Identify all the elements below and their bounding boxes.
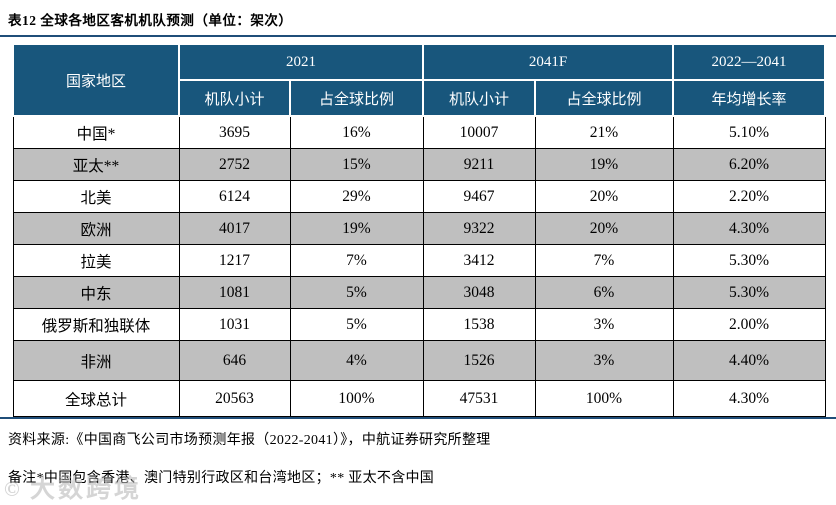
source-note: 资料来源:《中国商飞公司市场预测年报（2022-2041）》，中航证券研究所整理 xyxy=(8,433,491,448)
page-title: 表12 全球各地区客机机队预测（单位：架次） xyxy=(8,13,293,28)
table-cell: 拉美 xyxy=(12,244,180,277)
table-row: 拉美 1217 7% 3412 7% 5.30% xyxy=(12,244,826,277)
header-cell-fleet-subtotal-2021: 机队小计 xyxy=(178,79,291,117)
header-cell-global-share-2041: 占全球比例 xyxy=(534,79,674,117)
table-cell: 亚太** xyxy=(12,148,180,181)
table-cell: 19% xyxy=(534,148,674,181)
table-cell: 非洲 xyxy=(12,340,180,381)
table-row: 非洲 646 4% 1526 3% 4.40% xyxy=(12,340,826,381)
table-cell: 5.30% xyxy=(672,244,826,277)
table-row: 北美 6124 29% 9467 20% 2.20% xyxy=(12,180,826,213)
table-cell: 100% xyxy=(289,380,424,417)
header-row-subcolumns: 机队小计 占全球比例 机队小计 占全球比例 年均增长率 xyxy=(13,79,826,117)
table-row: 俄罗斯和独联体 1031 5% 1538 3% 2.00% xyxy=(12,308,826,341)
table-cell: 9322 xyxy=(422,212,536,245)
table-cell: 全球总计 xyxy=(12,380,180,417)
table-row: 欧洲 4017 19% 9322 20% 4.30% xyxy=(12,212,826,245)
table-cell: 5.30% xyxy=(672,276,826,309)
table-cell: 15% xyxy=(289,148,424,181)
table-cell: 欧洲 xyxy=(12,212,180,245)
table-cell: 3% xyxy=(534,308,674,341)
header-row-groups: 国家地区 2021 2041F 2022—2041 xyxy=(12,43,826,117)
footnote: 备注*中国包含香港、澳门特别行政区和台湾地区；** 亚太不含中国 xyxy=(8,471,435,486)
table-cell: 20% xyxy=(534,180,674,213)
table-cell: 5% xyxy=(289,276,424,309)
table-cell: 4.30% xyxy=(672,212,826,245)
table-cell: 19% xyxy=(289,212,424,245)
table-cell: 47531 xyxy=(422,380,536,417)
table-cell: 2.00% xyxy=(672,308,826,341)
table-cell: 29% xyxy=(289,180,424,213)
table-cell: 6124 xyxy=(178,180,291,213)
table-row: 亚太** 2752 15% 9211 19% 6.20% xyxy=(12,148,826,181)
table-cell: 1526 xyxy=(422,340,536,381)
table-cell: 100% xyxy=(534,380,674,417)
table-cell: 9211 xyxy=(422,148,536,181)
table-cell: 20563 xyxy=(178,380,291,417)
bottom-rule-divider xyxy=(0,417,836,419)
table-cell: 2752 xyxy=(178,148,291,181)
table-cell: 4.30% xyxy=(672,380,826,417)
header-cell-2021-group: 2021 xyxy=(178,43,424,81)
table-cell: 646 xyxy=(178,340,291,381)
table-cell: 10007 xyxy=(422,115,536,149)
top-rule-divider xyxy=(0,35,836,37)
table-row: 中国* 3695 16% 10007 21% 5.10% xyxy=(12,115,826,149)
table-row: 全球总计 20563 100% 47531 100% 4.30% xyxy=(12,380,826,417)
table-cell: 9467 xyxy=(422,180,536,213)
table-cell: 北美 xyxy=(12,180,180,213)
fleet-forecast-table: 国家地区 2021 2041F 2022—2041 机队小计 占全球比例 机队小… xyxy=(12,43,826,417)
table-cell: 6% xyxy=(534,276,674,309)
table-cell: 1538 xyxy=(422,308,536,341)
table-cell: 4% xyxy=(289,340,424,381)
table-cell: 20% xyxy=(534,212,674,245)
table-cell: 3048 xyxy=(422,276,536,309)
table-row: 中东 1081 5% 3048 6% 5.30% xyxy=(12,276,826,309)
table-cell: 3412 xyxy=(422,244,536,277)
header-cell-cagr-period: 2022—2041 xyxy=(672,43,826,81)
table-cell: 16% xyxy=(289,115,424,149)
table-cell: 4017 xyxy=(178,212,291,245)
table-cell: 中国* xyxy=(12,115,180,149)
table-cell: 1081 xyxy=(178,276,291,309)
table-body: 中国* 3695 16% 10007 21% 5.10% 亚太** 2752 15% 9211 19… xyxy=(12,115,826,417)
header-cell-region: 国家地区 xyxy=(12,43,180,117)
table-cell: 7% xyxy=(289,244,424,277)
table-cell: 1217 xyxy=(178,244,291,277)
table-cell: 3% xyxy=(534,340,674,381)
header-cell-cagr: 年均增长率 xyxy=(672,79,826,117)
header-cell-fleet-subtotal-2041: 机队小计 xyxy=(422,79,536,117)
table-cell: 俄罗斯和独联体 xyxy=(12,308,180,341)
header-cell-global-share-2021: 占全球比例 xyxy=(289,79,424,117)
header-cell-2041f-group: 2041F xyxy=(422,43,674,81)
table-cell: 5% xyxy=(289,308,424,341)
table-cell: 1031 xyxy=(178,308,291,341)
table-cell: 2.20% xyxy=(672,180,826,213)
table-cell: 中东 xyxy=(12,276,180,309)
table-cell: 3695 xyxy=(178,115,291,149)
table-cell: 7% xyxy=(534,244,674,277)
table-header: 国家地区 2021 2041F 2022—2041 机队小计 占全球比例 机队小… xyxy=(12,43,826,117)
table-cell: 21% xyxy=(534,115,674,149)
table-cell: 5.10% xyxy=(672,115,826,149)
table-cell: 6.20% xyxy=(672,148,826,181)
table-cell: 4.40% xyxy=(672,340,826,381)
